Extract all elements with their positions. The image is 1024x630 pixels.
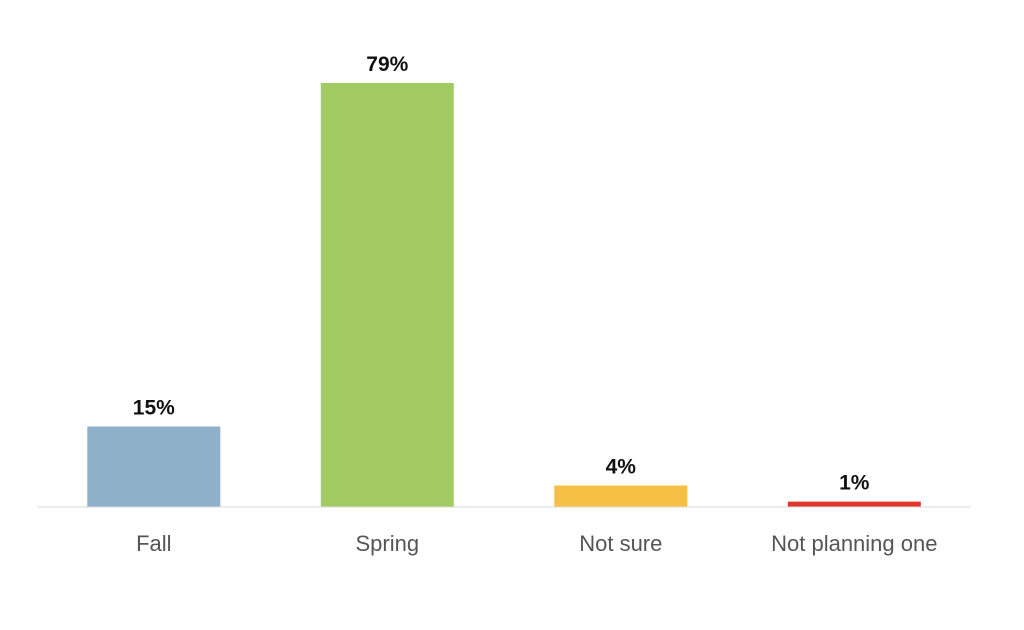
data-labels-group: 15% 79% 4% 1% [133, 53, 870, 495]
bar-fall [87, 426, 221, 507]
x-tick-label-fall: Fall [136, 531, 171, 556]
x-tick-label-spring: Spring [356, 531, 420, 556]
bar-not-sure [554, 485, 688, 507]
x-tick-label-not-planning-one: Not planning one [771, 531, 937, 556]
bars-group [87, 83, 921, 507]
data-label-not-sure: 4% [606, 456, 637, 479]
data-label-fall: 15% [133, 397, 175, 420]
data-label-not-planning-one: 1% [839, 472, 870, 495]
x-tick-labels-group: Fall Spring Not sure Not planning one [136, 531, 937, 556]
bar-spring [320, 83, 454, 507]
data-label-spring: 79% [366, 53, 408, 76]
bar-not-planning-one [787, 501, 921, 507]
x-tick-label-not-sure: Not sure [579, 531, 662, 556]
